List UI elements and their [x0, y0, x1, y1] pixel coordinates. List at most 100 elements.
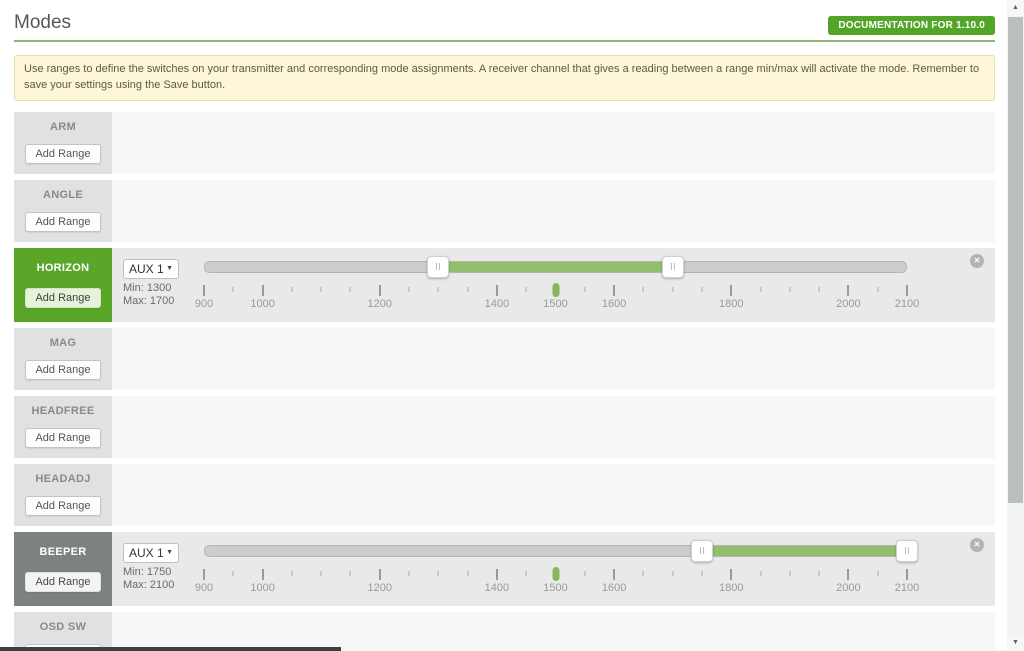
main-content: Modes DOCUMENTATION FOR 1.10.0 Use range…	[14, 0, 995, 651]
scale-tick	[203, 568, 205, 580]
documentation-button[interactable]: DOCUMENTATION FOR 1.10.0	[828, 16, 995, 35]
bottom-edge	[0, 647, 341, 651]
scale-tick	[261, 284, 264, 296]
scale-tick	[671, 286, 674, 292]
scale-tick	[818, 570, 821, 576]
scale-tick	[583, 570, 586, 576]
range-max-label: Max: 2100	[123, 578, 175, 591]
range-handle-min[interactable]	[427, 255, 450, 278]
scrollbar-up-arrow-icon[interactable]: ▲	[1007, 0, 1024, 16]
channel-select[interactable]: AUX 1 ▼	[123, 258, 179, 279]
add-range-button[interactable]: Add Range	[25, 428, 101, 449]
scale-tick	[437, 286, 440, 292]
scale-tick	[788, 570, 791, 576]
slider-area: 900 1000 1200 1400 1500 1600 1800 2000 2100	[195, 248, 919, 322]
range-minmax: Min: 1750 Max: 2100	[123, 566, 174, 592]
handle-grip-icon	[699, 547, 701, 555]
mode-row: HORIZON Add Range AUX 1 ▼ Min: 1300 Max:…	[14, 247, 995, 322]
handle-grip-icon	[702, 547, 704, 555]
scale-tick-label: 2100	[894, 297, 920, 310]
range-handle-min[interactable]	[690, 539, 713, 562]
scale-tick	[906, 568, 908, 580]
scale-tick	[730, 568, 733, 580]
mode-row: MAG Add Range	[14, 327, 995, 390]
scale-tick	[906, 284, 908, 296]
scale-tick-label: 900	[194, 297, 214, 310]
add-range-button[interactable]: Add Range	[25, 212, 101, 233]
handle-grip-icon	[908, 547, 909, 555]
scale-tick-label: 1800	[719, 581, 744, 594]
dropdown-arrow-icon: ▼	[166, 265, 173, 273]
scale-tick	[730, 284, 733, 296]
scale-tick	[583, 286, 586, 292]
scale-tick	[700, 570, 703, 576]
scale-tick	[525, 286, 528, 292]
scale-tick-label: 1000	[250, 581, 275, 594]
scale-tick	[466, 570, 469, 576]
handle-grip-icon	[905, 547, 906, 555]
mode-name: HEADADJ	[35, 473, 91, 486]
add-range-button[interactable]: Add Range	[25, 496, 101, 517]
mode-content	[112, 327, 995, 390]
scale-tick	[203, 284, 205, 296]
vertical-scrollbar[interactable]: ▲ ▼	[1007, 0, 1024, 651]
mode-row: ANGLE Add Range	[14, 179, 995, 242]
help-note: Use ranges to define the switches on you…	[14, 55, 995, 101]
add-range-button[interactable]: Add Range	[25, 144, 101, 165]
scale-tick-label: 1400	[484, 297, 510, 310]
scale-tick	[320, 570, 323, 576]
scale-tick	[525, 570, 528, 576]
mode-name: ANGLE	[43, 189, 83, 202]
mode-content	[112, 611, 995, 651]
slider-track[interactable]	[204, 260, 907, 273]
scale-tick	[759, 286, 762, 292]
mode-content	[112, 179, 995, 242]
scale-tick	[408, 570, 411, 576]
delete-range-button[interactable]: ✕	[970, 537, 984, 552]
scale-tick	[378, 284, 381, 296]
scale-tick-label: 1000	[250, 297, 275, 310]
scale-tick-label: 1200	[367, 581, 392, 594]
page-header: Modes DOCUMENTATION FOR 1.10.0	[14, 0, 995, 42]
scale-tick-label: 2000	[836, 581, 861, 594]
scale-tick	[290, 286, 293, 292]
scale-tick-label: 1600	[601, 297, 627, 310]
mode-label-box: ANGLE Add Range	[14, 179, 112, 242]
mode-label-box: MAG Add Range	[14, 327, 112, 390]
scrollbar-thumb[interactable]	[1008, 17, 1023, 503]
scale-tick-label: 1600	[601, 581, 627, 594]
scale-tick	[232, 286, 235, 292]
mode-label-box: HEADADJ Add Range	[14, 463, 112, 526]
scale-tick	[495, 284, 498, 296]
mode-label-box: BEEPER Add Range	[14, 531, 112, 606]
scale-tick	[495, 568, 498, 580]
handle-grip-icon	[673, 263, 675, 271]
scrollbar-down-arrow-icon[interactable]: ▼	[1007, 635, 1024, 651]
scale-tick	[847, 284, 850, 296]
mode-name: HEADFREE	[31, 405, 95, 418]
handle-grip-icon	[670, 263, 672, 271]
mode-content: AUX 1 ▼ Min: 1300 Max: 1700 900 1000 1200 1…	[112, 247, 995, 322]
range-fill	[701, 545, 906, 556]
scale-tick	[759, 570, 762, 576]
range-handle-max[interactable]	[661, 255, 684, 278]
mode-label-box: HORIZON Add Range	[14, 247, 112, 322]
scale-tick-label: 1500	[543, 581, 568, 594]
mode-name: MAG	[49, 337, 77, 350]
slider-track[interactable]	[204, 544, 907, 557]
delete-range-button[interactable]: ✕	[970, 253, 984, 268]
scale-tick	[818, 286, 821, 292]
scale-tick	[466, 286, 469, 292]
add-range-button[interactable]: Add Range	[25, 287, 101, 308]
channel-select[interactable]: AUX 1 ▼	[123, 542, 179, 563]
range-fill	[438, 261, 673, 272]
scale-tick	[437, 570, 440, 576]
slider-area: 900 1000 1200 1400 1500 1600 1800 2000 2100	[195, 532, 919, 606]
add-range-button[interactable]: Add Range	[25, 571, 101, 592]
scale-tick	[700, 286, 703, 292]
mode-label-box: ARM Add Range	[14, 111, 112, 174]
channel-value-marker	[552, 566, 559, 581]
add-range-button[interactable]: Add Range	[25, 360, 101, 381]
range-handle-max[interactable]	[896, 539, 918, 562]
